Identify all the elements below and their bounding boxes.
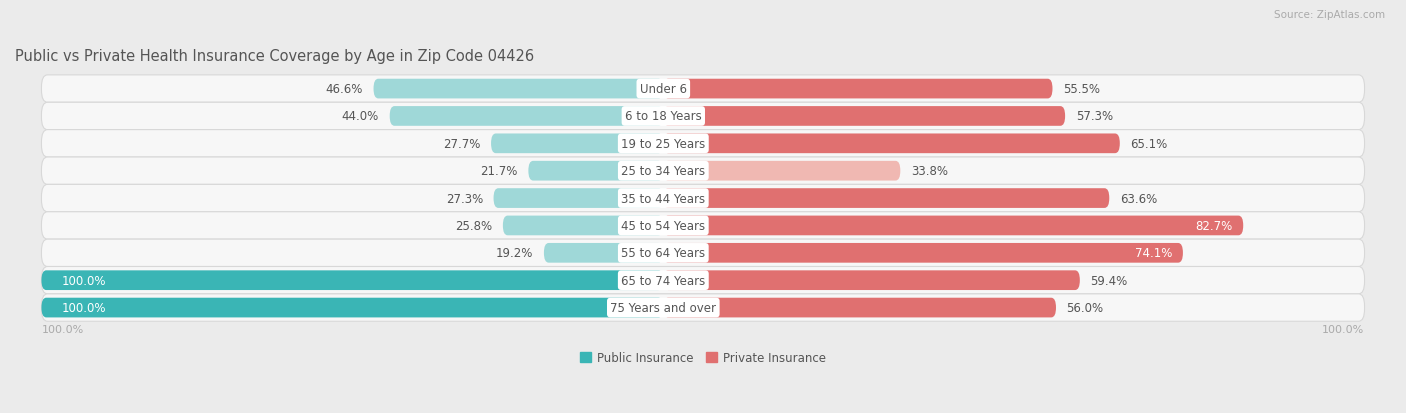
Text: 75 Years and over: 75 Years and over (610, 301, 716, 314)
FancyBboxPatch shape (41, 185, 1365, 212)
FancyBboxPatch shape (41, 212, 1365, 240)
FancyBboxPatch shape (664, 271, 1080, 290)
Text: 59.4%: 59.4% (1091, 274, 1128, 287)
FancyBboxPatch shape (494, 189, 664, 209)
Text: 35 to 44 Years: 35 to 44 Years (621, 192, 706, 205)
Text: 100.0%: 100.0% (41, 324, 84, 334)
Text: 6 to 18 Years: 6 to 18 Years (624, 110, 702, 123)
FancyBboxPatch shape (41, 298, 664, 318)
Text: 55 to 64 Years: 55 to 64 Years (621, 247, 706, 260)
FancyBboxPatch shape (41, 294, 1365, 321)
Text: 100.0%: 100.0% (62, 274, 105, 287)
FancyBboxPatch shape (664, 216, 1243, 236)
Text: 100.0%: 100.0% (62, 301, 105, 314)
FancyBboxPatch shape (529, 161, 664, 181)
FancyBboxPatch shape (664, 189, 1109, 209)
Legend: Public Insurance, Private Insurance: Public Insurance, Private Insurance (575, 347, 831, 369)
FancyBboxPatch shape (389, 107, 664, 126)
Text: 65.1%: 65.1% (1130, 138, 1167, 150)
Text: 63.6%: 63.6% (1119, 192, 1157, 205)
FancyBboxPatch shape (374, 80, 664, 99)
Text: 82.7%: 82.7% (1195, 219, 1233, 233)
Text: 100.0%: 100.0% (1322, 324, 1365, 334)
Text: 19 to 25 Years: 19 to 25 Years (621, 138, 706, 150)
Text: Under 6: Under 6 (640, 83, 686, 96)
FancyBboxPatch shape (664, 134, 1119, 154)
Text: 55.5%: 55.5% (1063, 83, 1099, 96)
FancyBboxPatch shape (664, 243, 1182, 263)
Text: 45 to 54 Years: 45 to 54 Years (621, 219, 706, 233)
FancyBboxPatch shape (503, 216, 664, 236)
Text: 25.8%: 25.8% (456, 219, 492, 233)
FancyBboxPatch shape (664, 298, 1056, 318)
FancyBboxPatch shape (41, 267, 1365, 294)
Text: 46.6%: 46.6% (326, 83, 363, 96)
Text: 27.3%: 27.3% (446, 192, 482, 205)
Text: 19.2%: 19.2% (496, 247, 533, 260)
Text: 27.7%: 27.7% (443, 138, 481, 150)
FancyBboxPatch shape (664, 80, 1053, 99)
Text: 21.7%: 21.7% (481, 165, 517, 178)
FancyBboxPatch shape (664, 107, 1066, 126)
FancyBboxPatch shape (41, 271, 664, 290)
Text: 56.0%: 56.0% (1067, 301, 1104, 314)
FancyBboxPatch shape (41, 158, 1365, 185)
FancyBboxPatch shape (41, 240, 1365, 267)
Text: 44.0%: 44.0% (342, 110, 380, 123)
FancyBboxPatch shape (41, 131, 1365, 158)
Text: Source: ZipAtlas.com: Source: ZipAtlas.com (1274, 10, 1385, 20)
Text: 74.1%: 74.1% (1135, 247, 1173, 260)
FancyBboxPatch shape (664, 161, 900, 181)
FancyBboxPatch shape (491, 134, 664, 154)
Text: 57.3%: 57.3% (1076, 110, 1112, 123)
FancyBboxPatch shape (544, 243, 664, 263)
FancyBboxPatch shape (41, 76, 1365, 103)
FancyBboxPatch shape (41, 103, 1365, 131)
Text: Public vs Private Health Insurance Coverage by Age in Zip Code 04426: Public vs Private Health Insurance Cover… (15, 48, 534, 64)
Text: 25 to 34 Years: 25 to 34 Years (621, 165, 706, 178)
Text: 33.8%: 33.8% (911, 165, 948, 178)
Text: 65 to 74 Years: 65 to 74 Years (621, 274, 706, 287)
